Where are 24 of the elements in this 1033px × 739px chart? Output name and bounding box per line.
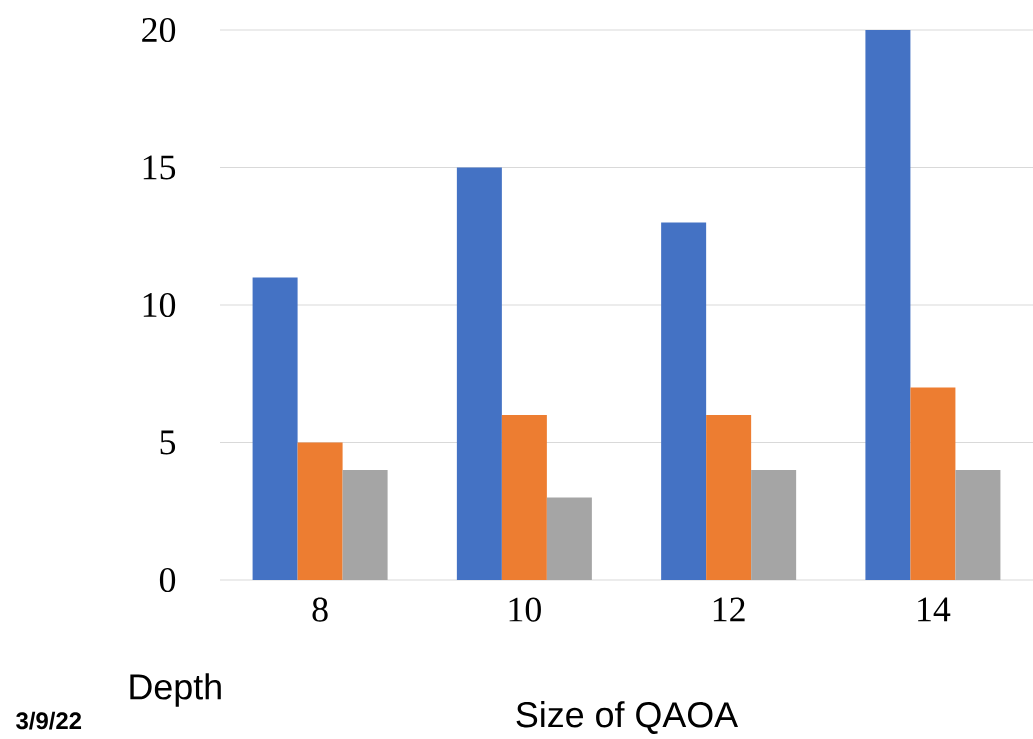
x-tick-label: 12 — [713, 597, 745, 622]
bar — [955, 470, 1001, 580]
bar — [342, 470, 388, 580]
bar — [456, 167, 502, 580]
y-tick-label: 15 — [143, 155, 176, 180]
x-tick-label: 10 — [509, 597, 541, 622]
y-tick-label: 10 — [143, 292, 176, 318]
bar — [910, 387, 956, 580]
bar — [661, 222, 707, 580]
y-tick-label: 20 — [142, 17, 176, 43]
text: 3/9/22 — [16, 711, 82, 730]
y-axis-title: Depth — [130, 673, 221, 707]
y-tick-label: 0 — [159, 567, 176, 593]
x-tick-label: 8 — [312, 597, 328, 622]
bar — [546, 497, 592, 580]
bar — [865, 30, 911, 580]
bar — [751, 470, 797, 580]
x-tick-label: 14 — [918, 597, 951, 622]
x-axis-title: Size of QAOA — [516, 701, 739, 734]
y-tick-label: 5 — [160, 430, 176, 455]
bar — [706, 415, 752, 580]
bar — [297, 442, 343, 580]
bar — [252, 277, 298, 580]
bar — [501, 415, 547, 580]
